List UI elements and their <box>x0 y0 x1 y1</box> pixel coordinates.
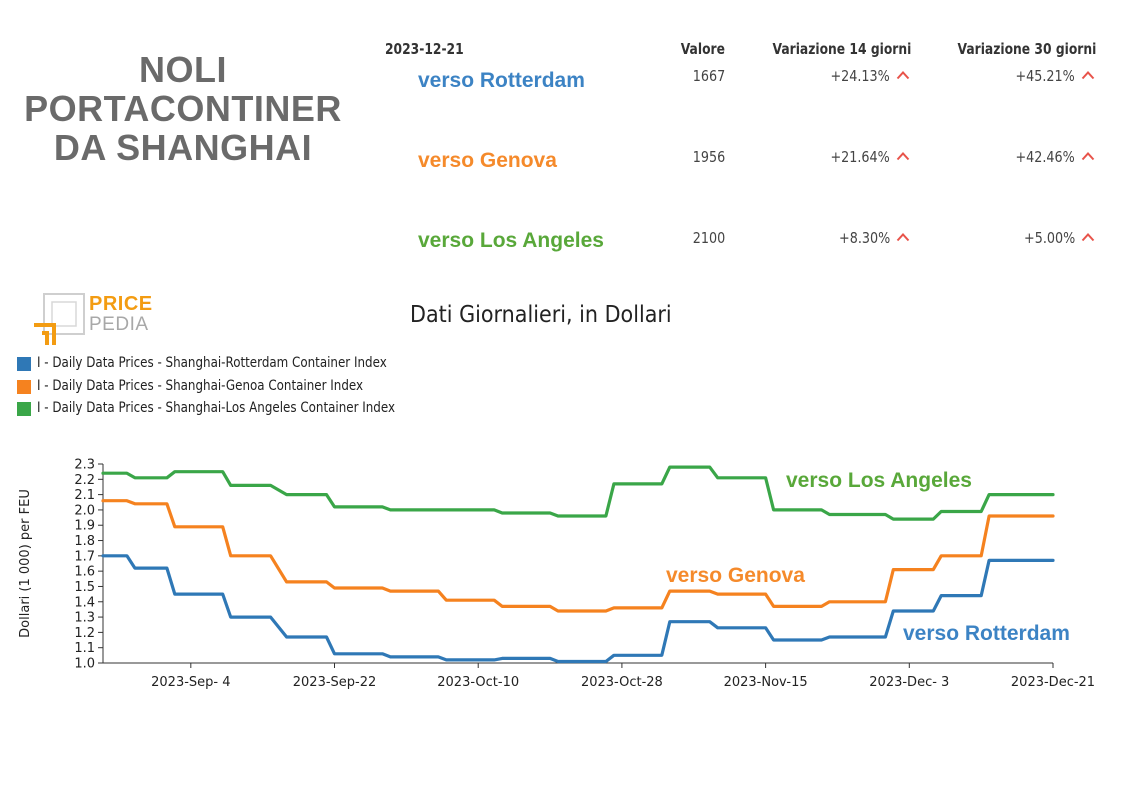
y-tick-label: 1.6 <box>74 565 95 580</box>
row-var30-rotterdam: +45.21% <box>1015 67 1075 85</box>
row-var30-genova: +42.46% <box>1015 148 1075 166</box>
headline-line-1: NOLI <box>139 49 227 90</box>
y-tick-label: 1.9 <box>74 519 95 534</box>
y-tick-label: 1.8 <box>74 534 95 549</box>
legend-label: I - Daily Data Prices - Shanghai-Genoa C… <box>37 377 364 394</box>
pricepedia-logo: PRICE PEDIA <box>34 293 164 345</box>
annotation-los-angeles: verso Los Angeles <box>786 469 972 492</box>
headline: NOLI PORTACONTINER DA SHANGHAI <box>8 50 358 167</box>
y-tick-label: 1.4 <box>74 595 95 610</box>
x-tick-label: 2023-Sep-22 <box>293 675 377 690</box>
series-line-los-angeles <box>101 465 1055 521</box>
row-var14-genova: +21.64% <box>830 148 890 166</box>
up-arrow-icon <box>1081 152 1095 161</box>
y-tick-label: 2.3 <box>74 458 95 473</box>
logo-text-pedia: PEDIA <box>89 314 149 335</box>
x-tick-label: 2023-Oct-28 <box>581 675 663 690</box>
x-tick-label: 2023-Nov-15 <box>724 675 808 690</box>
legend-swatch <box>17 357 31 371</box>
headline-line-2: PORTACONTINER <box>24 88 342 129</box>
row-var14-los-angeles: +8.30% <box>838 229 890 247</box>
col-header-var14: Variazione 14 giorni <box>772 40 911 58</box>
legend-swatch <box>17 379 31 394</box>
legend-label: I - Daily Data Prices - Shanghai-Rotterd… <box>37 355 387 371</box>
y-tick-label: 1.5 <box>74 580 95 595</box>
up-arrow-icon <box>896 71 910 80</box>
y-tick-label: 1.2 <box>74 626 95 641</box>
y-tick-label: 1.1 <box>74 641 95 656</box>
series-line-rotterdam <box>101 554 1055 664</box>
y-tick-label: 2.0 <box>74 503 95 518</box>
x-tick-label: 2023-Oct-10 <box>437 675 519 690</box>
x-tick-label: 2023-Dec-21 <box>1011 675 1095 690</box>
y-tick-label: 1.0 <box>74 657 95 672</box>
col-header-var30: Variazione 30 giorni <box>957 40 1096 58</box>
chart-title: Dati Giornalieri, in Dollari <box>410 302 672 328</box>
y-tick-label: 2.1 <box>74 488 95 503</box>
logo-mark-icon <box>34 293 85 345</box>
series-line-genova <box>101 499 1055 613</box>
up-arrow-icon <box>896 152 910 161</box>
row-value-los-angeles: 2100 <box>692 229 725 247</box>
row-label-los-angeles: verso Los Angeles <box>418 229 604 252</box>
legend-label: I - Daily Data Prices - Shanghai-Los Ang… <box>37 400 396 416</box>
up-arrow-icon <box>1081 71 1095 80</box>
table-date: 2023-12-21 <box>385 40 464 58</box>
annotation-rotterdam: verso Rotterdam <box>903 622 1070 645</box>
row-var14-rotterdam: +24.13% <box>830 67 890 85</box>
col-header-value: Valore <box>680 40 725 58</box>
legend-swatch <box>17 402 31 416</box>
headline-line-3: DA SHANGHAI <box>53 127 313 168</box>
annotation-genova: verso Genova <box>666 564 805 587</box>
up-arrow-icon <box>896 233 910 242</box>
row-label-genova: verso Genova <box>418 149 557 172</box>
up-arrow-icon <box>1081 233 1095 242</box>
row-var30-los-angeles: +5.00% <box>1023 229 1075 247</box>
row-label-rotterdam: verso Rotterdam <box>418 69 585 92</box>
x-tick-label: 2023-Sep- 4 <box>151 675 230 690</box>
y-tick-label: 1.7 <box>74 549 95 564</box>
logo-text-price: PRICE <box>89 293 153 315</box>
row-value-genova: 1956 <box>692 148 725 166</box>
x-tick-label: 2023-Dec- 3 <box>869 675 949 690</box>
y-axis-label: Dollari (1 000) per FEU <box>18 489 33 638</box>
y-tick-label: 1.3 <box>74 611 95 626</box>
row-value-rotterdam: 1667 <box>692 67 725 85</box>
y-tick-label: 2.2 <box>74 473 95 488</box>
